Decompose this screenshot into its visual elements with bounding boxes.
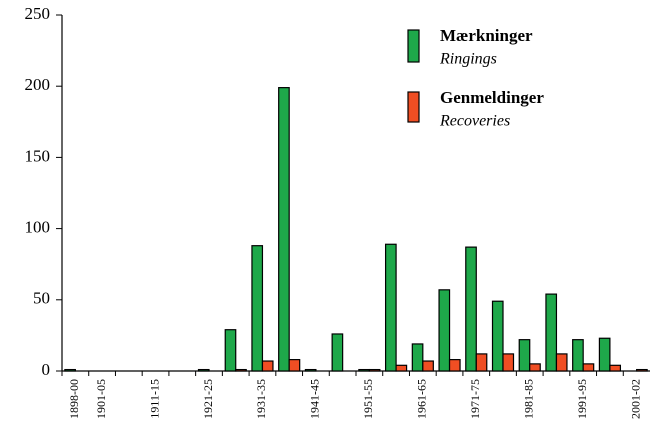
- x-tick-label: 1951-55: [361, 379, 375, 419]
- x-tick-label: 1898-00: [67, 379, 81, 419]
- bar: [251, 245, 264, 372]
- y-tick-label: 100: [25, 218, 51, 237]
- legend-label: Mærkninger: [440, 26, 533, 45]
- legend-swatch: [407, 29, 420, 63]
- y-tick-label: 0: [42, 360, 51, 379]
- bar: [235, 368, 247, 372]
- legend-swatch: [407, 91, 420, 123]
- legend-label: Genmeldinger: [440, 88, 544, 107]
- y-tick-label: 150: [25, 146, 51, 165]
- bar: [518, 339, 531, 372]
- bar: [555, 353, 568, 372]
- bar: [529, 363, 541, 372]
- bar: [545, 293, 558, 372]
- bar: [331, 333, 344, 372]
- bar: [278, 87, 290, 372]
- bar: [224, 329, 237, 372]
- bar: [422, 360, 434, 372]
- y-tick-label: 250: [25, 4, 51, 23]
- x-tick-label: 1921-25: [201, 379, 215, 419]
- x-tick-label: 2001-02: [628, 379, 642, 419]
- x-tick-label: 1931-35: [254, 379, 268, 419]
- x-tick-label: 1981-85: [521, 379, 535, 419]
- y-tick-label: 50: [33, 289, 50, 308]
- bar: [261, 360, 274, 372]
- bar: [448, 359, 461, 372]
- bar: [395, 364, 408, 372]
- bar: [636, 368, 648, 372]
- x-tick-label: 1941-45: [308, 379, 322, 419]
- bar: [582, 363, 595, 372]
- x-tick-label: 1961-65: [415, 379, 429, 419]
- bar: [438, 289, 451, 372]
- x-tick-label: 1991-95: [575, 379, 589, 419]
- bar: [598, 337, 611, 372]
- bar: [384, 243, 397, 372]
- legend-translation: Recoveries: [439, 113, 510, 130]
- y-tick-label: 200: [25, 75, 51, 94]
- bar: [572, 339, 584, 372]
- bar: [368, 368, 381, 372]
- bar: [475, 353, 488, 372]
- bar: [197, 368, 210, 372]
- x-tick-label: 1911-15: [147, 379, 161, 419]
- bar: [609, 364, 622, 372]
- bar: [304, 368, 317, 372]
- bar: [288, 359, 301, 372]
- x-tick-label: 1971-75: [468, 379, 482, 419]
- bar: [502, 353, 515, 372]
- bar: [64, 368, 76, 372]
- legend-translation: Ringings: [439, 51, 497, 68]
- bar: [465, 246, 477, 372]
- bar: [358, 368, 370, 372]
- x-tick-label: 1901-05: [94, 379, 108, 419]
- bar: [411, 343, 424, 372]
- bar: [491, 300, 504, 372]
